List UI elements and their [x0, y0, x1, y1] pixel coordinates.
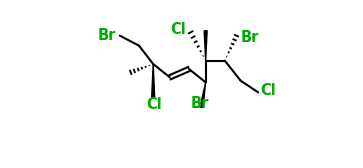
Polygon shape	[204, 31, 207, 61]
Text: Br: Br	[191, 96, 209, 112]
Polygon shape	[152, 64, 155, 97]
Text: Cl: Cl	[170, 22, 185, 36]
Text: Br: Br	[241, 30, 259, 45]
Text: Br: Br	[97, 28, 116, 43]
Text: Cl: Cl	[146, 97, 162, 112]
Polygon shape	[200, 82, 206, 108]
Text: Cl: Cl	[260, 83, 276, 98]
